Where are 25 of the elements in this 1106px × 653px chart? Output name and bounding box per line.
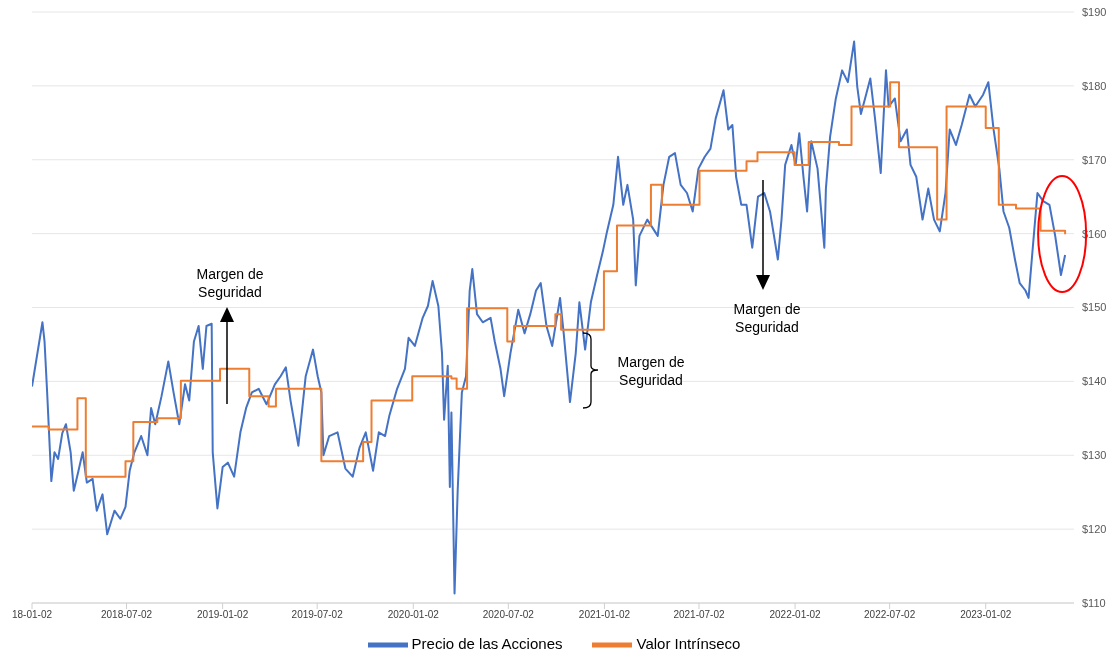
annotation: Margen de Seguridad	[196, 266, 264, 301]
x-tick-label: 2020-07-02	[482, 609, 535, 621]
x-tick-label: 18-01-02	[11, 609, 53, 621]
y-tick-label: $150	[1082, 301, 1106, 314]
x-tick-label: 2018-07-02	[100, 609, 153, 621]
x-tick-label: 2023-01-02	[960, 609, 1012, 621]
x-tick-label: 2021-01-02	[578, 609, 631, 621]
x-tick-label: 2021-07-02	[673, 609, 725, 621]
legend-label: Precio de las Acciones	[411, 634, 563, 652]
legend-label: Valor Intrínseco	[636, 634, 741, 652]
x-tick-label: 2019-07-02	[291, 609, 344, 621]
annotation: Margen de Seguridad	[617, 354, 685, 389]
line-series	[32, 40, 1067, 595]
y-tick-label: $130	[1082, 449, 1106, 462]
x-tick-label: 2020-01-02	[387, 609, 440, 621]
y-tick-label: $120	[1082, 523, 1106, 536]
y-tick-label: $180	[1082, 79, 1106, 92]
y-tick-label: $110	[1082, 596, 1106, 609]
annotation: Margen de Seguridad	[733, 301, 801, 336]
x-tick-label: 2022-01-02	[769, 609, 822, 621]
x-tick-label: 2022-07-02	[864, 609, 916, 621]
y-tick-label: $190	[1082, 5, 1106, 18]
y-tick-label: $170	[1082, 153, 1106, 166]
y-tick-label: $140	[1082, 375, 1106, 388]
x-tick-label: 2019-01-02	[197, 609, 249, 621]
